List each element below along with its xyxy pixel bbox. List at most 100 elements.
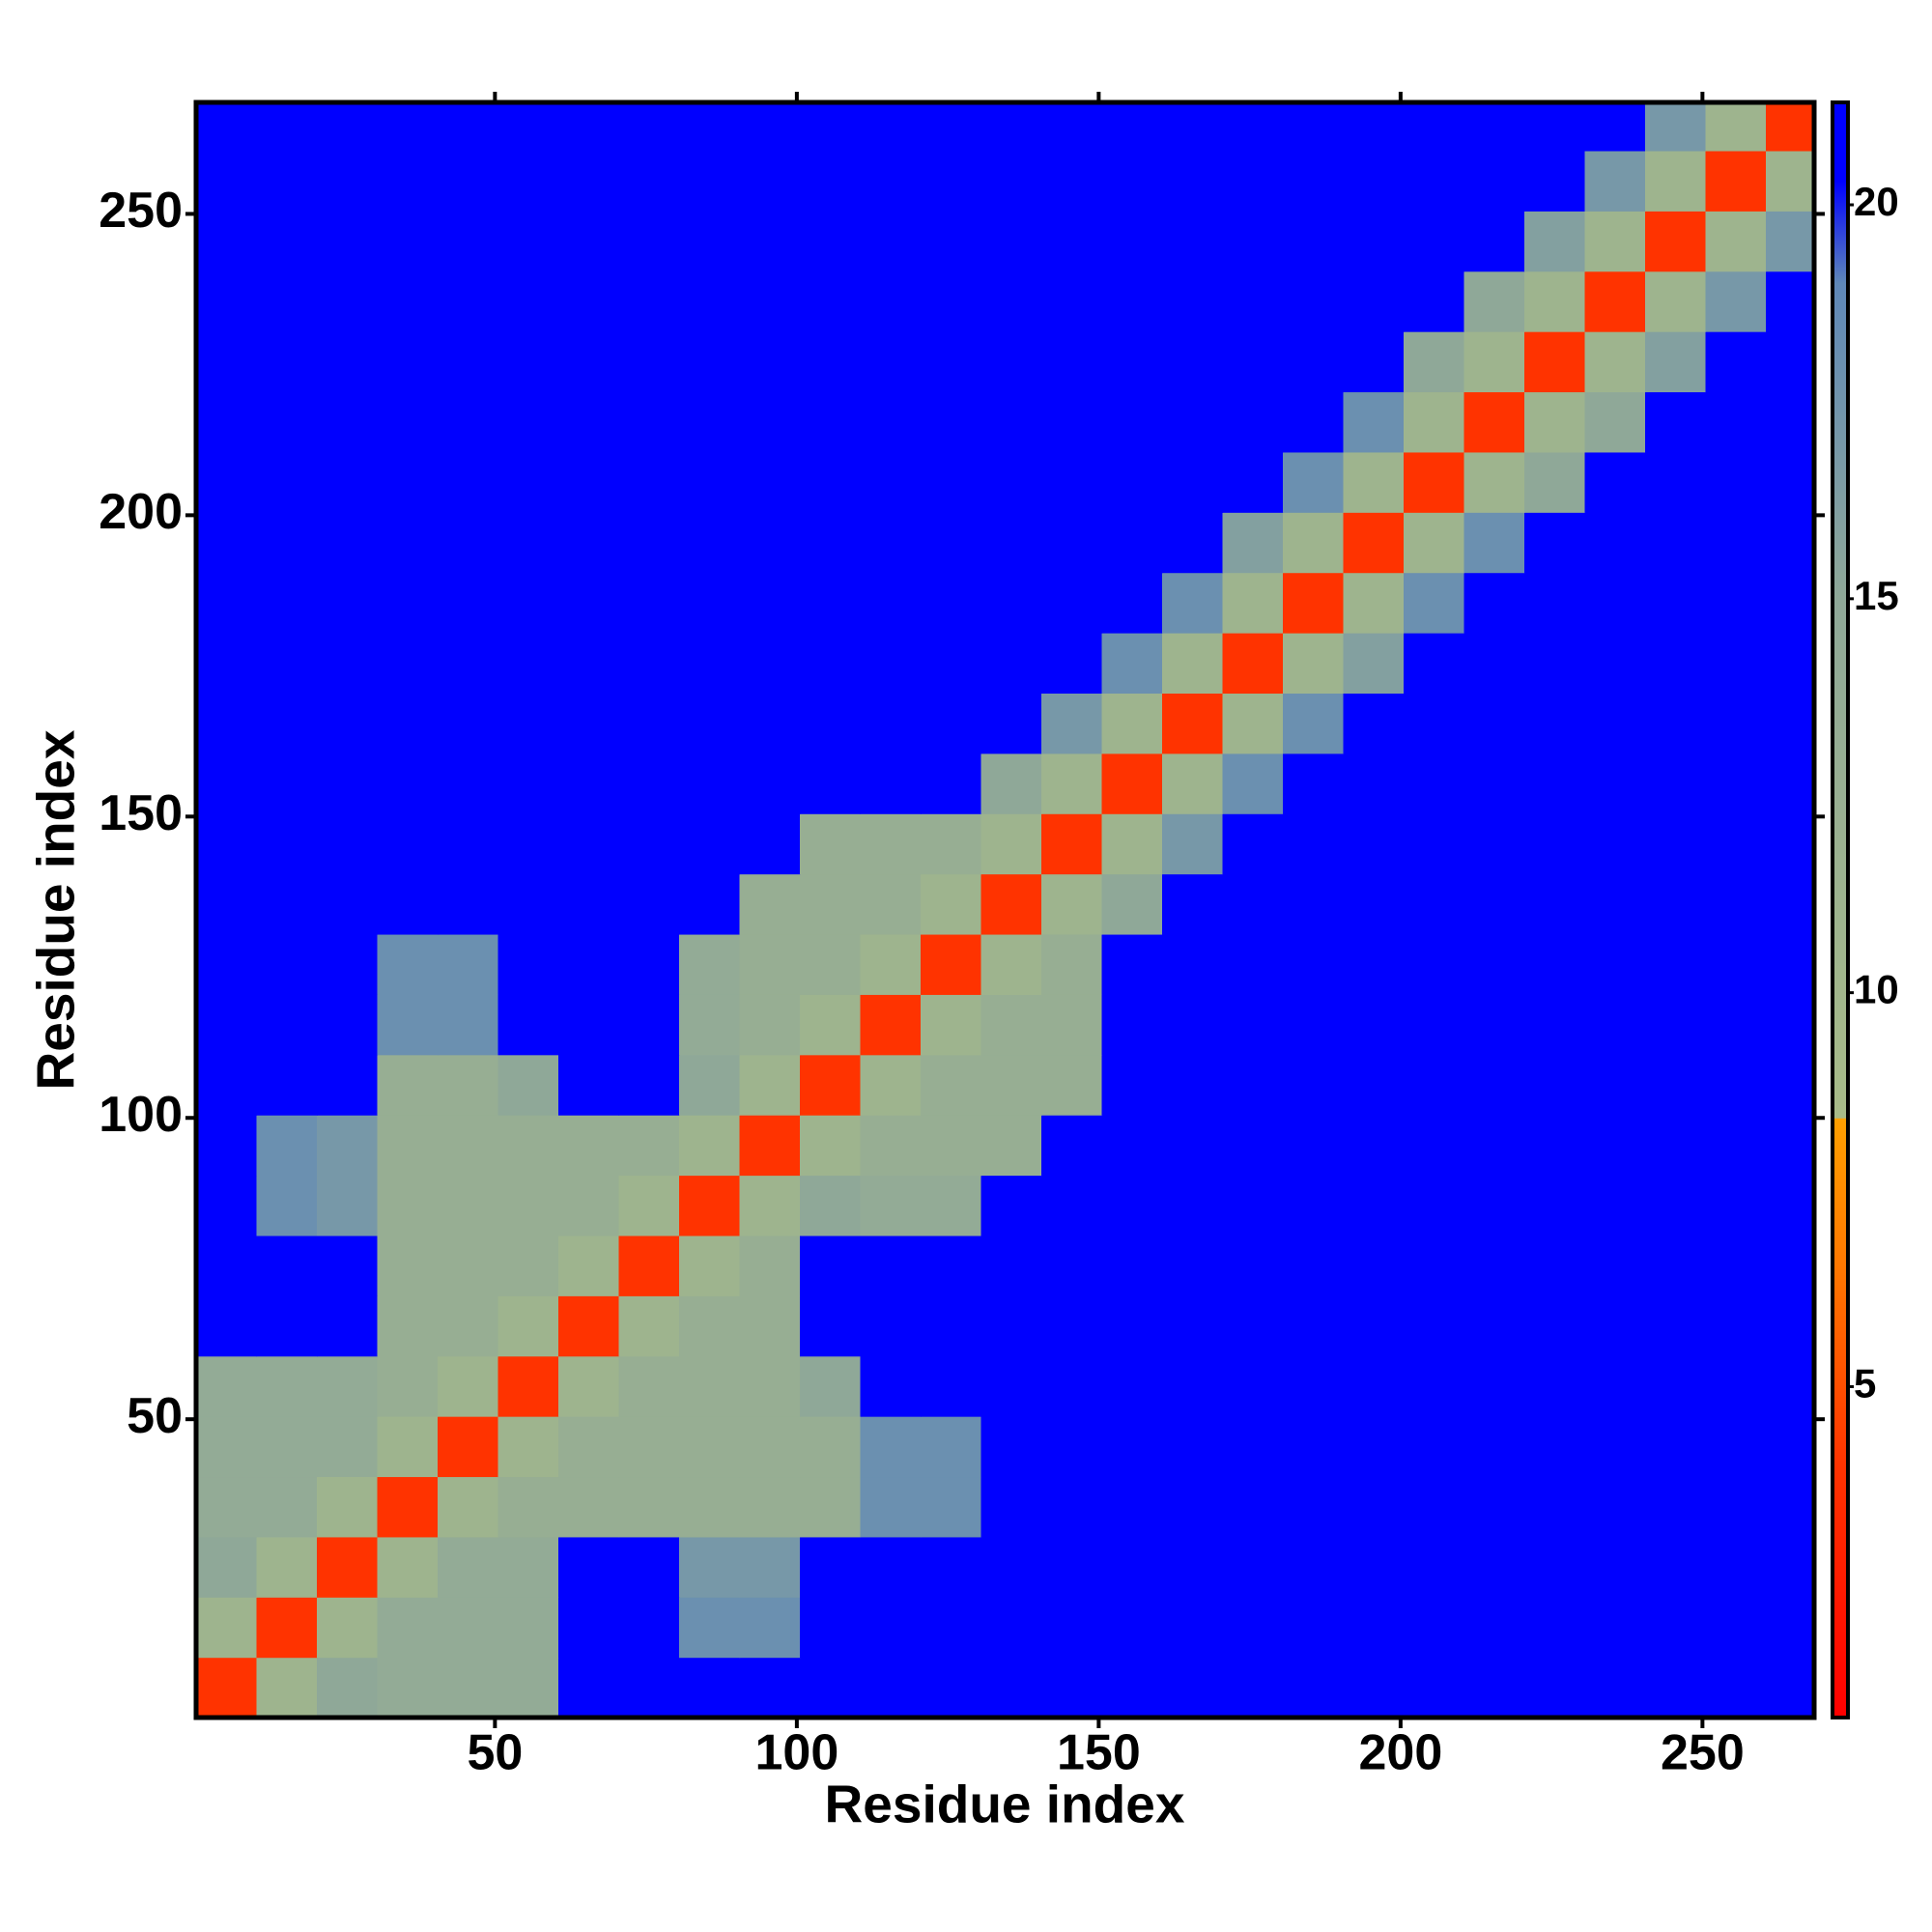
heatmap-cell [256, 1115, 318, 1177]
heatmap-cell [497, 1536, 559, 1598]
heatmap-cell [1584, 933, 1646, 995]
heatmap-cell [1343, 1416, 1405, 1478]
heatmap-cell [497, 1175, 559, 1236]
heatmap-cell [618, 391, 680, 453]
heatmap-cell [256, 102, 318, 152]
heatmap-cell [980, 270, 1042, 332]
heatmap-cell [1343, 633, 1405, 695]
heatmap-cell [800, 633, 862, 695]
heatmap-cell [980, 1476, 1042, 1538]
heatmap-cell [1463, 102, 1525, 152]
heatmap-cell [1645, 102, 1707, 152]
heatmap-cell [317, 1657, 379, 1718]
heatmap-cell [1584, 270, 1646, 332]
heatmap-cell [196, 1054, 258, 1116]
heatmap-cell [1343, 1536, 1405, 1598]
heatmap-cell [497, 1235, 559, 1296]
heatmap-cell [438, 1416, 499, 1478]
heatmap-cell [618, 331, 680, 393]
heatmap-cell [618, 753, 680, 814]
heatmap-cell [1041, 933, 1103, 995]
heatmap-cell [980, 1657, 1042, 1718]
heatmap-cell [679, 813, 741, 875]
heatmap-cell [1463, 933, 1525, 995]
heatmap-cell [1101, 1536, 1163, 1598]
heatmap-cell [1645, 331, 1707, 393]
heatmap-cell [497, 933, 559, 995]
heatmap-cell [739, 1657, 801, 1718]
heatmap-cell [739, 873, 801, 935]
heatmap-cell [1645, 1476, 1707, 1538]
heatmap-cell [860, 753, 922, 814]
heatmap-cell [980, 331, 1042, 393]
heatmap-cell [1463, 1355, 1525, 1417]
heatmap-cell [317, 1416, 379, 1478]
heatmap-cell [377, 572, 439, 634]
heatmap-cell [618, 994, 680, 1056]
heatmap-cell [980, 1235, 1042, 1296]
heatmap-cell [1162, 1536, 1224, 1598]
heatmap-cell [317, 753, 379, 814]
heatmap-cell [860, 693, 922, 754]
heatmap-cell [256, 753, 318, 814]
heatmap-cell [558, 1295, 620, 1357]
heatmap-cell [1101, 102, 1163, 152]
heatmap-cell [1162, 933, 1224, 995]
heatmap-cell [1584, 753, 1646, 814]
heatmap-cell [1766, 270, 1814, 332]
heatmap-cell [1162, 994, 1224, 1056]
heatmap-cell [1524, 1355, 1586, 1417]
heatmap-cell [377, 1175, 439, 1236]
heatmap-cell [1404, 693, 1465, 754]
heatmap-cell [558, 753, 620, 814]
heatmap-cell [1584, 572, 1646, 634]
heatmap-cell [1524, 693, 1586, 754]
heatmap-cell [1463, 572, 1525, 634]
heatmap-cell [800, 813, 862, 875]
heatmap-cell [558, 1416, 620, 1478]
heatmap-cell [1705, 633, 1767, 695]
heatmap-cell [497, 572, 559, 634]
heatmap-cell [1705, 512, 1767, 574]
heatmap-cell [438, 1295, 499, 1357]
heatmap-cell [1584, 1054, 1646, 1116]
heatmap-cell [1222, 1597, 1284, 1659]
heatmap-cell [1162, 1597, 1224, 1659]
heatmap-cell [377, 1536, 439, 1598]
heatmap-cell [679, 1295, 741, 1357]
heatmap-cell [1404, 873, 1465, 935]
heatmap-cell [679, 873, 741, 935]
heatmap-cell [377, 1597, 439, 1659]
heatmap-cell [980, 1597, 1042, 1659]
heatmap-cell [558, 1175, 620, 1236]
heatmap-cell [1705, 813, 1767, 875]
heatmap-cell [800, 693, 862, 754]
heatmap-cell [679, 633, 741, 695]
heatmap-cell [1524, 1657, 1586, 1718]
heatmap-cell [1283, 1657, 1345, 1718]
heatmap-cell [1101, 331, 1163, 393]
heatmap-cell [1404, 1054, 1465, 1116]
heatmap-cell [618, 693, 680, 754]
heatmap-cell [1404, 1536, 1465, 1598]
heatmap-cell [1404, 1295, 1465, 1357]
heatmap-cell [1524, 1476, 1586, 1538]
heatmap-cell [558, 873, 620, 935]
heatmap-cell [1222, 512, 1284, 574]
heatmap-cell [196, 994, 258, 1056]
heatmap-cell [497, 451, 559, 513]
heatmap-cell [1041, 1416, 1103, 1478]
heatmap-cell [1524, 451, 1586, 513]
heatmap-cell [1584, 1657, 1646, 1718]
heatmap-cell [1041, 873, 1103, 935]
heatmap-cell [1705, 150, 1767, 212]
heatmap-cell [1463, 813, 1525, 875]
heatmap-cell [1705, 693, 1767, 754]
heatmap-cell [558, 1355, 620, 1417]
heatmap-cell [317, 1235, 379, 1296]
heatmap-cell [1645, 1657, 1707, 1718]
heatmap-cell [1041, 1355, 1103, 1417]
heatmap-cell [256, 391, 318, 453]
heatmap-cell [1101, 391, 1163, 453]
